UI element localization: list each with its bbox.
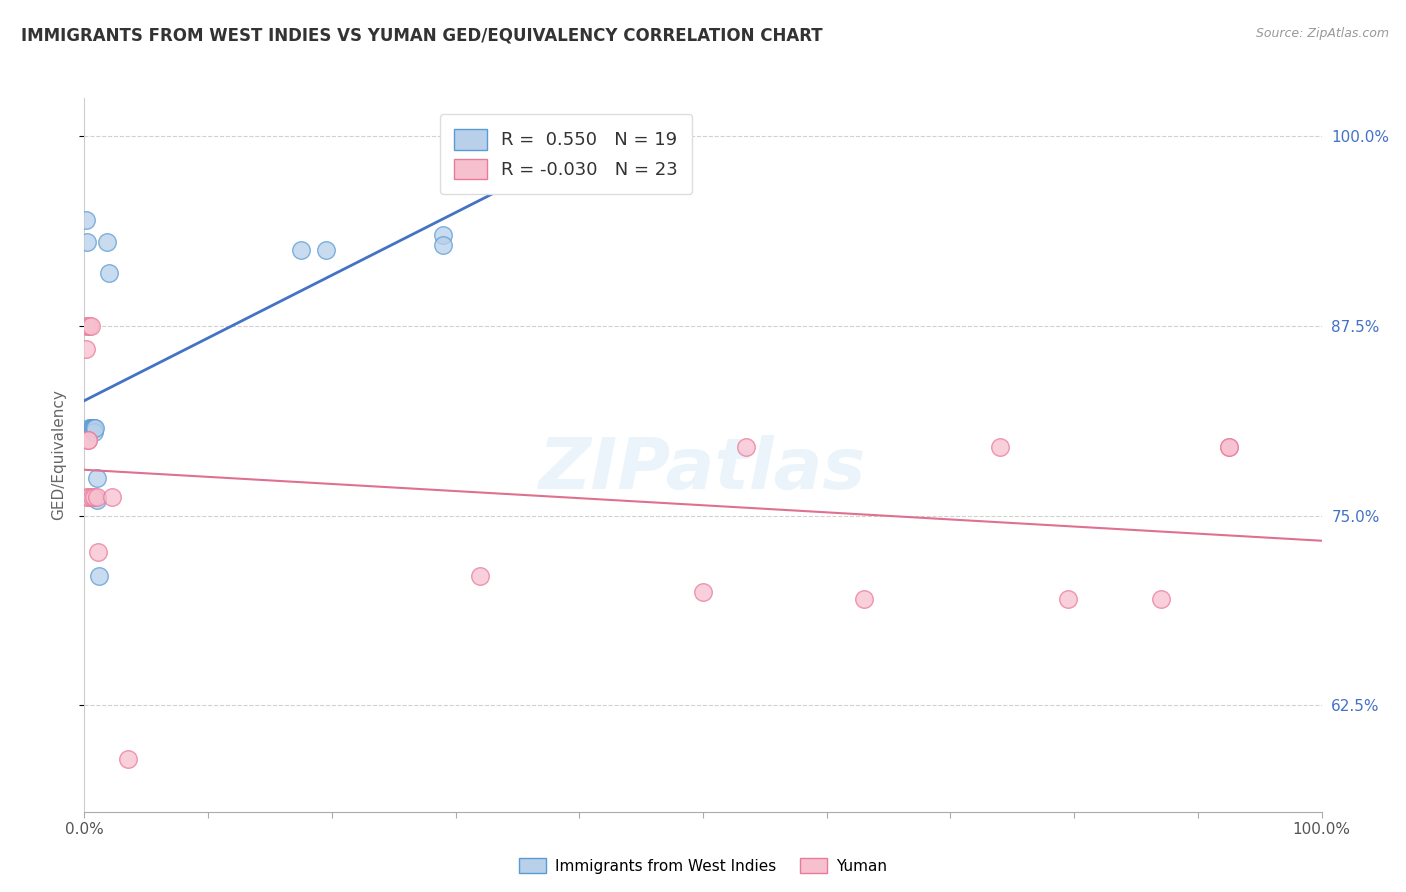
Text: Source: ZipAtlas.com: Source: ZipAtlas.com <box>1256 27 1389 40</box>
Point <box>79 420 101 434</box>
Point <box>89 569 111 583</box>
Point <box>82 420 104 434</box>
Point <box>692 584 714 599</box>
Point <box>1218 440 1240 454</box>
Point <box>735 440 758 454</box>
Point <box>82 420 104 434</box>
Point <box>76 235 98 250</box>
Point <box>98 266 121 280</box>
Point <box>79 420 101 434</box>
Point <box>83 420 105 434</box>
Point <box>100 491 122 505</box>
Point <box>79 318 101 333</box>
Point <box>86 491 108 505</box>
Point <box>432 227 454 242</box>
Point <box>84 420 107 434</box>
Point <box>80 491 103 505</box>
Point <box>117 751 139 765</box>
Point <box>75 342 97 356</box>
Point <box>1218 440 1240 454</box>
Point <box>79 318 101 333</box>
Legend: R =  0.550   N = 19, R = -0.030   N = 23: R = 0.550 N = 19, R = -0.030 N = 23 <box>440 114 692 194</box>
Point <box>79 491 101 505</box>
Point <box>988 440 1011 454</box>
Point <box>86 471 108 485</box>
Point <box>96 235 118 250</box>
Point <box>315 243 337 257</box>
Y-axis label: GED/Equivalency: GED/Equivalency <box>51 390 66 520</box>
Point <box>1150 592 1173 607</box>
Point <box>1057 592 1080 607</box>
Point <box>290 243 312 257</box>
Point <box>77 433 100 447</box>
Point <box>83 425 105 439</box>
Point <box>86 493 108 508</box>
Point <box>470 569 492 583</box>
Text: ZIPatlas: ZIPatlas <box>540 434 866 504</box>
Legend: Immigrants from West Indies, Yuman: Immigrants from West Indies, Yuman <box>513 852 893 880</box>
Point <box>75 318 97 333</box>
Point <box>76 491 98 505</box>
Text: IMMIGRANTS FROM WEST INDIES VS YUMAN GED/EQUIVALENCY CORRELATION CHART: IMMIGRANTS FROM WEST INDIES VS YUMAN GED… <box>21 27 823 45</box>
Point <box>432 238 454 252</box>
Point <box>75 212 97 227</box>
Point <box>852 592 875 607</box>
Point <box>87 545 110 559</box>
Point <box>80 420 103 434</box>
Point <box>77 433 100 447</box>
Point <box>83 491 105 505</box>
